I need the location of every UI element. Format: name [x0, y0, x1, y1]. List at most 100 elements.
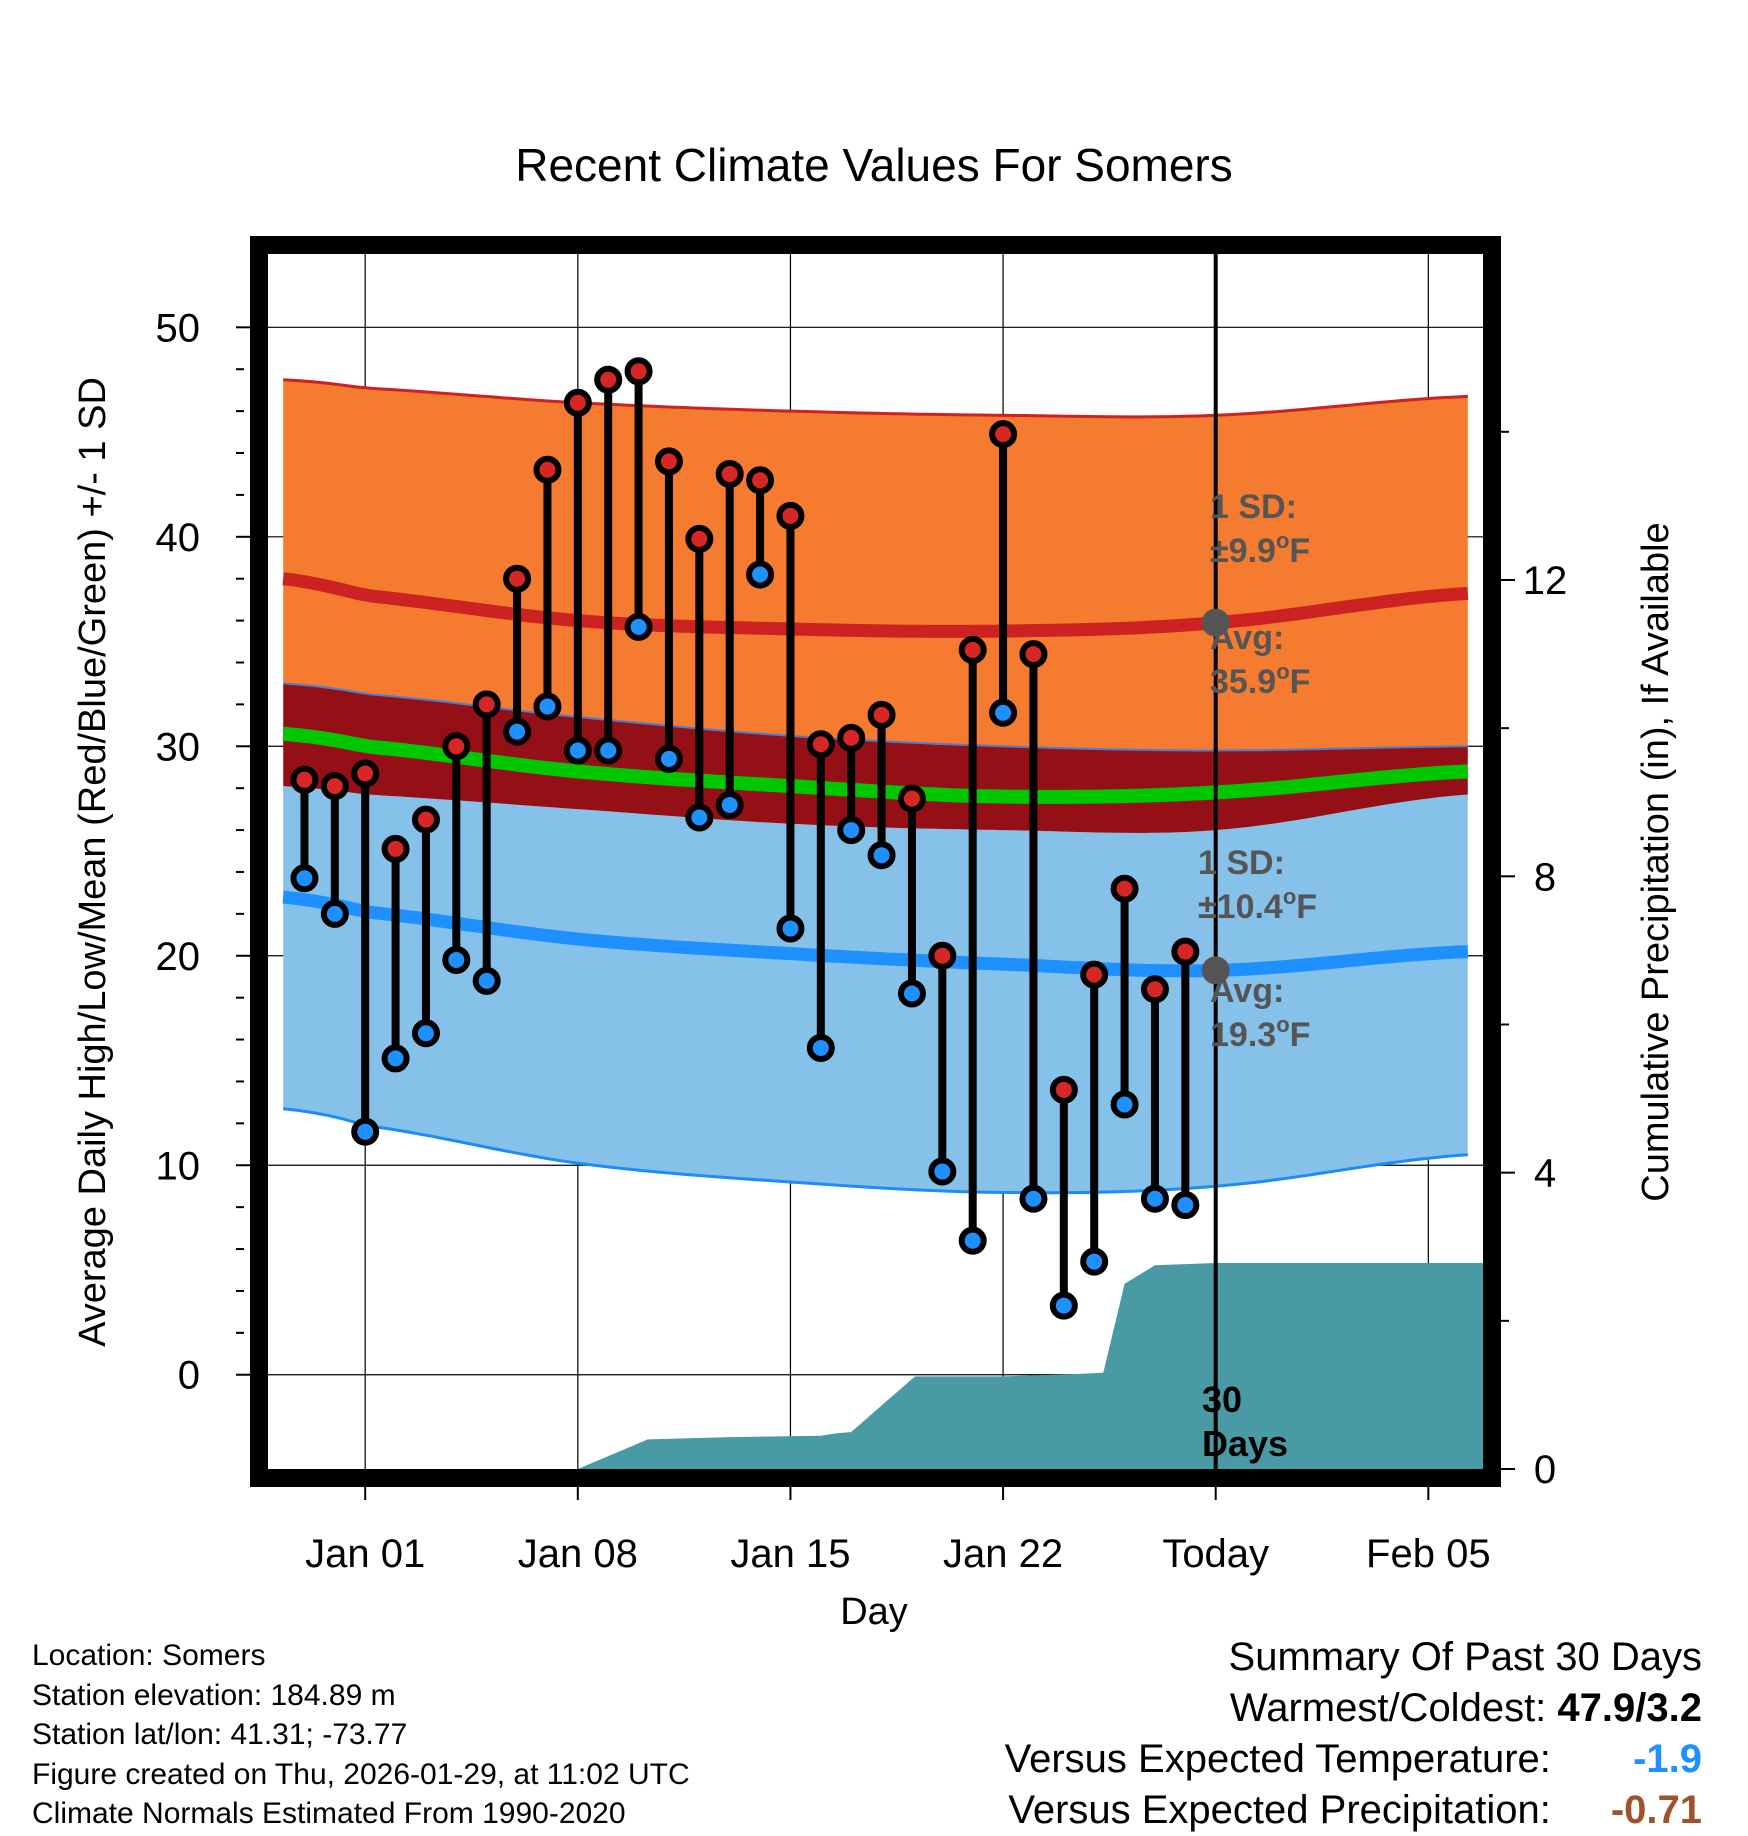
daily-low-point: [958, 1226, 987, 1255]
x-axis-label: Day: [840, 1591, 908, 1633]
low-avg-label: Avg:: [1210, 972, 1284, 1010]
daily-low-point: [594, 736, 623, 765]
daily-high-point: [1019, 640, 1048, 669]
x-tick-label: Today: [1162, 1532, 1269, 1576]
daily-high-point: [1110, 874, 1139, 903]
daily-low-point: [351, 1117, 380, 1146]
info-location: Location: Somers: [32, 1639, 266, 1672]
daily-high-point: [867, 700, 896, 729]
daily-low-point: [624, 612, 653, 641]
low-sd-band: [283, 786, 1468, 1193]
high-avg-value: 35.9oF: [1210, 659, 1310, 701]
daily-low-point: [989, 698, 1018, 727]
low-avg-today-dot: [1201, 956, 1230, 985]
y-tick-label: 40: [156, 516, 201, 560]
daily-low-point: [1080, 1247, 1109, 1276]
daily-high-point: [1080, 960, 1109, 989]
daily-low-point: [867, 841, 896, 870]
y-axis-left: 0 10 20 30 40 50: [156, 306, 250, 1398]
daily-high-point: [624, 357, 653, 386]
daily-low-point: [837, 816, 866, 845]
daily-low-point: [1110, 1090, 1139, 1119]
daily-high-point: [897, 784, 926, 813]
window-count: 30: [1202, 1379, 1242, 1420]
daily-low-point: [1019, 1184, 1048, 1213]
y-axis-right: 0 4 8 12: [1501, 430, 1568, 1492]
y-tick-label: 30: [156, 725, 201, 769]
daily-high-point: [989, 420, 1018, 449]
plot-area: [268, 254, 1483, 1469]
daily-high-point: [837, 723, 866, 752]
x-axis: Jan 01 Jan 08 Jan 15 Jan 22 Today Feb 05: [305, 1487, 1491, 1576]
low-avg-line: [282, 890, 1469, 978]
daily-high-point: [715, 459, 744, 488]
daily-high-point: [928, 941, 957, 970]
y-right-tick-label: 8: [1534, 855, 1556, 899]
plot-frame: [250, 236, 1501, 1487]
info-latlon: Station lat/lon: 41.31; -73.77: [32, 1718, 408, 1751]
daily-high-point: [472, 690, 501, 719]
info-elevation: Station elevation: 184.89 m: [32, 1678, 396, 1712]
y-tick-label: 0: [178, 1354, 200, 1398]
daily-low-point: [897, 979, 926, 1008]
daily-low-point: [503, 717, 532, 746]
annotations: 1 SD: ±9.9oF Avg: 35.9oF 1 SD: ±10.4oF A…: [1198, 488, 1317, 1464]
daily-low-point: [290, 864, 319, 893]
chart-title: Recent Climate Values For Somers: [515, 139, 1233, 191]
info-created: Figure created on Thu, 2026-01-29, at 11…: [32, 1757, 690, 1791]
high-avg-label: Avg:: [1210, 619, 1284, 657]
daily-low-point: [1140, 1184, 1169, 1213]
high-sd-label: 1 SD:: [1210, 488, 1297, 526]
daily-high-point: [746, 466, 775, 495]
high-avg-today-dot: [1201, 608, 1230, 637]
daily-low-point: [715, 790, 744, 819]
x-tick-label: Jan 01: [305, 1532, 425, 1576]
daily-high-point: [381, 834, 410, 863]
daily-high-point: [654, 447, 683, 476]
high-sd-value: ±9.9oF: [1210, 528, 1310, 570]
summary-warm-cold-value: 47.9/3.2: [1557, 1686, 1702, 1730]
summary-warm-cold: Warmest/Coldest: 47.9/3.2: [1005, 1683, 1702, 1734]
low-sd-label: 1 SD:: [1198, 844, 1285, 882]
daily-low-point: [685, 803, 714, 832]
x-tick-label: Feb 05: [1366, 1532, 1491, 1576]
daily-high-point: [290, 765, 319, 794]
daily-high-point: [563, 388, 592, 417]
y-tick-label: 50: [156, 306, 201, 350]
summary-temp: Versus Expected Temperature: -1.9: [1005, 1734, 1702, 1785]
low-avg-value: 19.3oF: [1210, 1012, 1310, 1054]
x-tick-label: Jan 22: [943, 1532, 1063, 1576]
daily-low-point: [654, 744, 683, 773]
mean-line: [282, 726, 1469, 804]
daily-high-point: [442, 732, 471, 761]
high-avg-line: [282, 572, 1469, 638]
daily-high-point: [806, 730, 835, 759]
daily-high-point: [1140, 975, 1169, 1004]
daily-high-point: [776, 501, 805, 530]
daily-low-point: [746, 560, 775, 589]
low-band-lower-edge: [283, 1107, 1468, 1195]
daily-series: [290, 357, 1200, 1320]
daily-low-point: [381, 1044, 410, 1073]
summary-warm-cold-label: Warmest/Coldest:: [1229, 1686, 1547, 1730]
station-info: Location: Somers Station elevation: 184.…: [32, 1636, 690, 1834]
window-unit: Days: [1202, 1423, 1288, 1464]
daily-high-point: [533, 455, 562, 484]
daily-low-point: [472, 966, 501, 995]
x-tick-label: Jan 15: [730, 1532, 850, 1576]
daily-high-point: [351, 759, 380, 788]
daily-high-point: [594, 365, 623, 394]
summary-precip-value: -0.71: [1610, 1788, 1702, 1832]
daily-low-point: [776, 914, 805, 943]
summary-temp-value: -1.9: [1633, 1737, 1702, 1781]
y-axis-left-label: Average Daily High/Low/Mean (Red/Blue/Gr…: [72, 377, 114, 1347]
daily-low-point: [411, 1019, 440, 1048]
daily-low-point: [563, 736, 592, 765]
x-tick-label: Jan 08: [518, 1532, 638, 1576]
precip-area: [268, 1263, 1483, 1469]
summary-temp-label: Versus Expected Temperature:: [1004, 1737, 1551, 1781]
daily-low-point: [533, 692, 562, 721]
y-right-tick-label: 12: [1523, 559, 1568, 603]
high-band-upper-edge: [283, 378, 1468, 419]
